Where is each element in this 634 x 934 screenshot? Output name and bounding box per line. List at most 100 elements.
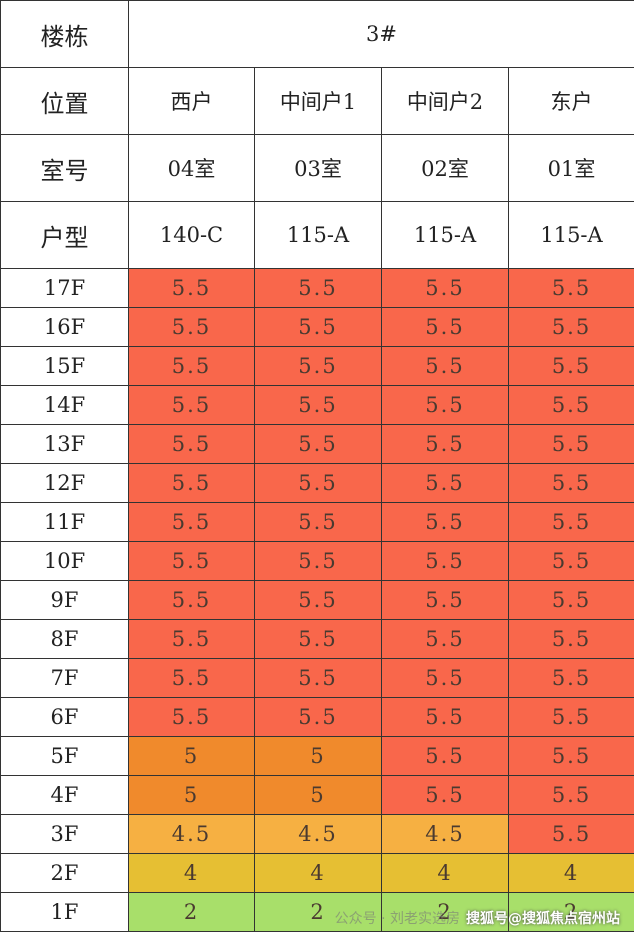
value-cell: 5.5 <box>381 658 509 698</box>
value-cell: 2 <box>128 892 255 932</box>
floor-label: 5F <box>0 736 129 776</box>
value-cell: 5.5 <box>507 502 634 542</box>
header-row: 室号 04室 03室 02室 01室 <box>0 134 634 202</box>
value-cell: 5.5 <box>507 541 634 581</box>
value-cell: 5.5 <box>381 385 509 425</box>
value-cell: 5 <box>128 736 255 776</box>
value-cell: 5.5 <box>507 385 634 425</box>
floor-label: 16F <box>0 307 129 347</box>
row-label: 位置 <box>0 67 129 135</box>
floor-label: 9F <box>0 580 129 620</box>
floor-label: 4F <box>0 775 129 815</box>
value-cell: 5.5 <box>254 541 382 581</box>
floor-row: 12F 5.5 5.5 5.5 5.5 <box>0 463 634 503</box>
floor-row: 7F 5.5 5.5 5.5 5.5 <box>0 658 634 698</box>
header-row: 位置 西户 中间户1 中间户2 东户 <box>0 67 634 135</box>
floor-label: 13F <box>0 424 129 464</box>
floor-label: 15F <box>0 346 129 386</box>
value-cell: 5.5 <box>507 463 634 503</box>
floor-row: 8F 5.5 5.5 5.5 5.5 <box>0 619 634 659</box>
unit-type: 115-A <box>381 201 509 269</box>
value-cell: 5.5 <box>254 502 382 542</box>
value-cell: 5.5 <box>128 346 255 386</box>
floor-row: 4F 5 5 5.5 5.5 <box>0 775 634 815</box>
room-number: 03室 <box>254 134 382 202</box>
floor-row: 17F 5.5 5.5 5.5 5.5 <box>0 268 634 308</box>
floor-label: 3F <box>0 814 129 854</box>
value-cell: 4.5 <box>128 814 255 854</box>
value-cell: 5.5 <box>128 541 255 581</box>
building-number: 3# <box>127 0 634 68</box>
row-label: 户型 <box>0 201 129 269</box>
value-cell: 4 <box>507 853 634 893</box>
value-cell: 5.5 <box>128 385 255 425</box>
value-cell: 5.5 <box>254 346 382 386</box>
unit-position: 中间户1 <box>254 67 382 135</box>
value-cell: 2 <box>381 892 509 932</box>
value-cell: 5.5 <box>128 463 255 503</box>
value-cell: 5.5 <box>507 580 634 620</box>
value-cell: 5.5 <box>128 580 255 620</box>
value-cell: 4.5 <box>254 814 382 854</box>
value-cell: 5.5 <box>381 580 509 620</box>
value-cell: 5.5 <box>507 307 634 347</box>
header-row: 户型 140-C 115-A 115-A 115-A <box>0 201 634 269</box>
value-cell: 4.5 <box>381 814 509 854</box>
floor-row: 6F 5.5 5.5 5.5 5.5 <box>0 697 634 737</box>
row-label: 室号 <box>0 134 129 202</box>
value-cell: 5.5 <box>507 697 634 737</box>
value-cell: 5 <box>254 775 382 815</box>
value-cell: 5 <box>254 736 382 776</box>
unit-type: 115-A <box>507 201 634 269</box>
value-cell: 5.5 <box>507 346 634 386</box>
floor-row: 2F 4 4 4 4 <box>0 853 634 893</box>
value-cell: 5.5 <box>254 424 382 464</box>
floor-row: 5F 5 5 5.5 5.5 <box>0 736 634 776</box>
watermark-source: 搜狐号@搜狐焦点宿州站 <box>466 911 620 927</box>
floor-label: 8F <box>0 619 129 659</box>
room-number: 04室 <box>128 134 255 202</box>
value-cell: 5.5 <box>128 424 255 464</box>
value-cell: 2 <box>507 892 634 932</box>
value-cell: 5.5 <box>507 736 634 776</box>
value-cell: 5.5 <box>381 502 509 542</box>
value-cell: 5.5 <box>254 268 382 308</box>
value-cell: 5.5 <box>381 346 509 386</box>
floor-row: 1F 2 2 2 2 <box>0 892 634 932</box>
value-cell: 5.5 <box>381 307 509 347</box>
header-row: 楼栋 3# <box>0 0 634 68</box>
value-cell: 5.5 <box>507 268 634 308</box>
unit-position: 东户 <box>507 67 634 135</box>
value-cell: 5.5 <box>381 697 509 737</box>
value-cell: 5.5 <box>254 658 382 698</box>
value-cell: 5.5 <box>507 814 634 854</box>
floor-row: 16F 5.5 5.5 5.5 5.5 <box>0 307 634 347</box>
value-cell: 5.5 <box>254 307 382 347</box>
value-cell: 4 <box>128 853 255 893</box>
value-cell: 5.5 <box>254 619 382 659</box>
value-cell: 5.5 <box>128 307 255 347</box>
value-cell: 5.5 <box>128 658 255 698</box>
floor-row: 9F 5.5 5.5 5.5 5.5 <box>0 580 634 620</box>
value-cell: 4 <box>254 853 382 893</box>
room-number: 01室 <box>507 134 634 202</box>
floor-row: 3F 4.5 4.5 4.5 5.5 <box>0 814 634 854</box>
floor-label: 14F <box>0 385 129 425</box>
room-number: 02室 <box>381 134 509 202</box>
floor-row: 15F 5.5 5.5 5.5 5.5 <box>0 346 634 386</box>
floor-label: 2F <box>0 853 129 893</box>
floor-label: 10F <box>0 541 129 581</box>
value-cell: 5.5 <box>381 541 509 581</box>
value-cell: 5.5 <box>128 619 255 659</box>
value-cell: 5.5 <box>507 658 634 698</box>
value-cell: 5 <box>128 775 255 815</box>
value-cell: 5.5 <box>507 619 634 659</box>
floor-row: 11F 5.5 5.5 5.5 5.5 <box>0 502 634 542</box>
unit-type: 115-A <box>254 201 382 269</box>
value-cell: 5.5 <box>128 502 255 542</box>
floor-label: 12F <box>0 463 129 503</box>
floor-row: 14F 5.5 5.5 5.5 5.5 <box>0 385 634 425</box>
